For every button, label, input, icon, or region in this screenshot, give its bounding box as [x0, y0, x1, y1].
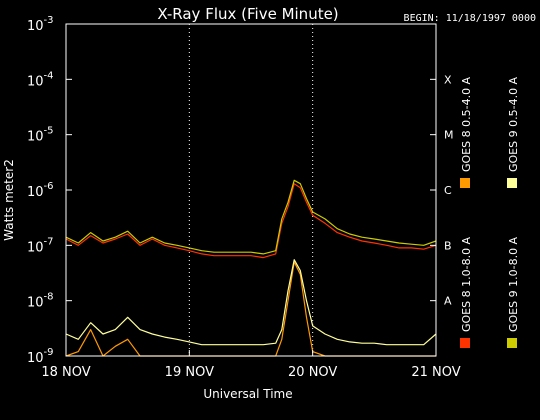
flare-class-A: A — [444, 295, 452, 308]
y-tick-label-1: 10-8 — [27, 292, 54, 311]
series-line-0 — [65, 183, 437, 259]
y-tick-label-4: 10-5 — [27, 126, 54, 145]
legend-label-3: GOES 9 0.5-4.0 A — [507, 76, 520, 172]
y-tick-label-5: 10-4 — [27, 70, 54, 89]
chart-title: X-Ray Flux (Five Minute) — [157, 5, 338, 23]
y-axis-ticks: 10-9 10-8 10-7 10-6 10-5 10-4 10-3 — [27, 15, 436, 366]
series-line-3 — [65, 259, 437, 346]
x-tick-label-2: 20 NOV — [288, 365, 337, 380]
legend: GOES 8 1.0-8.0 A GOES 8 0.5-4.0 A GOES 9 1… — [460, 76, 520, 348]
legend-label-0: GOES 8 1.0-8.0 A — [460, 236, 473, 332]
series-line-2 — [65, 179, 437, 255]
flare-class-labels: A B C M X — [444, 73, 454, 307]
legend-swatch-3 — [507, 178, 517, 188]
legend-swatch-1 — [460, 178, 470, 188]
x-tick-label-3: 21 NOV — [411, 365, 460, 380]
legend-swatch-0 — [460, 338, 470, 348]
legend-label-1: GOES 8 0.5-4.0 A — [460, 76, 473, 172]
begin-label: BEGIN: 11/18/1997 0000 — [404, 13, 536, 24]
y-tick-label-6: 10-3 — [27, 15, 54, 34]
legend-swatch-2 — [507, 338, 517, 348]
flare-class-C: C — [444, 184, 452, 197]
grid-layer — [188, 24, 314, 356]
x-tick-label-1: 19 NOV — [165, 365, 214, 380]
flare-class-M: M — [444, 129, 454, 142]
x-tick-label-0: 18 NOV — [41, 365, 90, 380]
x-axis-label: Universal Time — [203, 387, 292, 401]
flare-class-X: X — [444, 73, 452, 86]
y-tick-label-0: 10-9 — [27, 347, 54, 366]
plot-frame — [65, 23, 437, 357]
series-layer — [65, 179, 437, 357]
y-tick-label-3: 10-6 — [27, 181, 54, 200]
y-tick-label-2: 10-7 — [27, 236, 54, 255]
y-axis-label: Watts meter2 — [2, 159, 16, 241]
series-line-1 — [65, 261, 436, 357]
flare-class-B: B — [444, 239, 452, 252]
x-axis-ticks: 18 NOV 19 NOV 20 NOV 21 NOV — [41, 350, 461, 380]
legend-label-2: GOES 9 1.0-8.0 A — [507, 236, 520, 332]
